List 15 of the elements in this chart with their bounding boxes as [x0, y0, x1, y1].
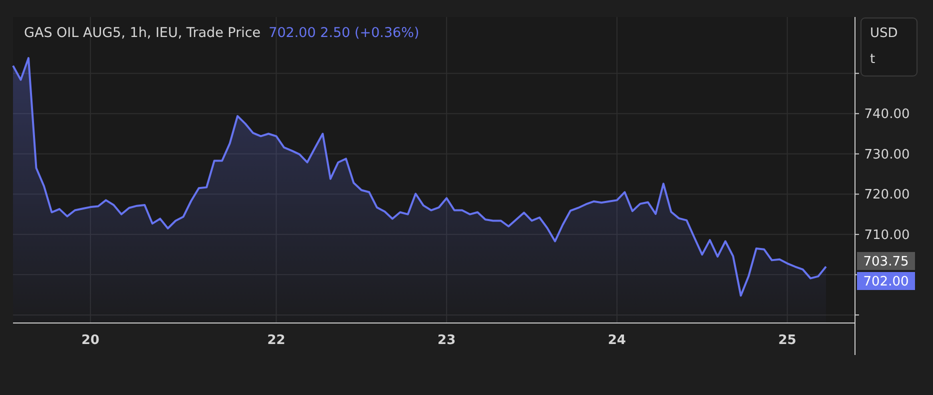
x-tick-label: 22: [267, 333, 286, 348]
text: 702.00 2.50 (+0.36%): [268, 25, 420, 41]
y-tick-label: 740.00: [864, 107, 910, 122]
y-tick-label: 720.00: [864, 188, 910, 203]
y-tick-label: 730.00: [864, 147, 910, 162]
x-tick-label: 24: [608, 333, 626, 348]
x-tick-label: 23: [438, 333, 456, 348]
x-tick-label: 20: [81, 333, 100, 348]
text: USD: [870, 26, 898, 41]
x-tick-label: 25: [778, 333, 796, 348]
text: GAS OIL AUG5, 1h, IEU, Trade Price: [24, 25, 261, 41]
text: t: [870, 52, 876, 67]
text: 702.00: [863, 274, 909, 290]
text: 703.75: [863, 254, 909, 270]
y-tick-label: 710.00: [864, 228, 910, 243]
